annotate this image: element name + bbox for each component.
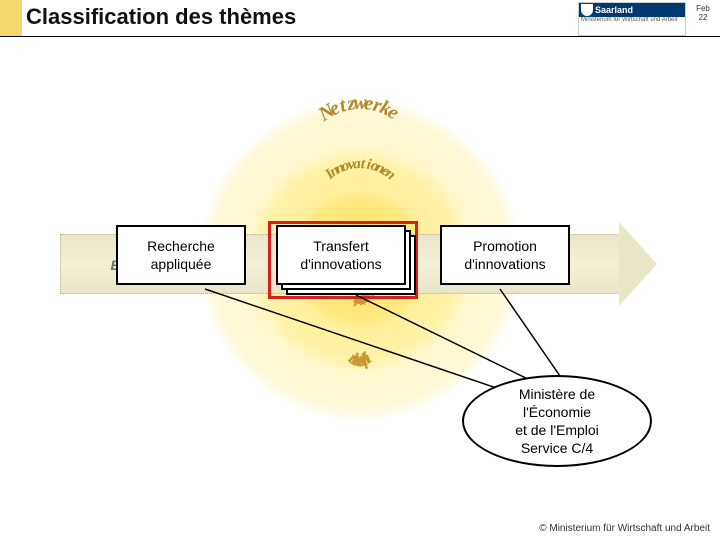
box2-line1: Transfert [313,238,369,254]
header-accent [0,0,22,36]
bubble-line2: l'Économie [523,404,591,420]
box-recherche: Recherche appliquée [116,225,246,285]
box3-line2: d'innovations [464,256,545,272]
page-number: Feb 22 [690,4,716,22]
logo: Saarland Ministerium für Wirtschaft und … [578,2,686,36]
arrow-head-icon [619,222,657,306]
header-rule [0,36,720,37]
logo-title: Saarland [579,3,685,17]
logo-crest-icon [581,4,593,16]
box1-line2: appliquée [151,256,212,272]
ring-label-innovationen: Innovationen [303,156,417,216]
ring-label-infrastruktur: Infrastruktur [286,350,434,424]
page-num: 22 [699,13,708,22]
footer-copyright: © Ministerium für Wirtschaft und Arbeit [539,523,710,534]
box-transfert: Transfert d'innovations [276,225,406,285]
page-month: Feb [696,4,710,13]
box-row: Recherche appliquée Transfert d'innovati… [116,225,616,303]
box2-line2: d'innovations [300,256,381,272]
logo-subtitle: Ministerium für Wirtschaft und Arbeit [581,17,683,24]
box-transfert-stack: Transfert d'innovations [276,225,418,297]
box3-line1: Promotion [473,238,537,254]
ministry-bubble: Ministère de l'Économie et de l'Emploi S… [462,375,652,467]
bubble-line1: Ministère de [519,386,595,402]
page-title: Classification des thèmes [26,4,296,30]
header: Classification des thèmes Saarland Minis… [0,0,720,36]
bubble-line3: et de l'Emploi [515,422,599,438]
slide: Classification des thèmes Saarland Minis… [0,0,720,540]
box1-line1: Recherche [147,238,215,254]
bubble-line4: Service C/4 [521,440,593,456]
box-promotion: Promotion d'innovations [440,225,570,285]
diagram: (H… Bildu… …t …rnehmen Netzwerke Innovat… [60,70,660,440]
